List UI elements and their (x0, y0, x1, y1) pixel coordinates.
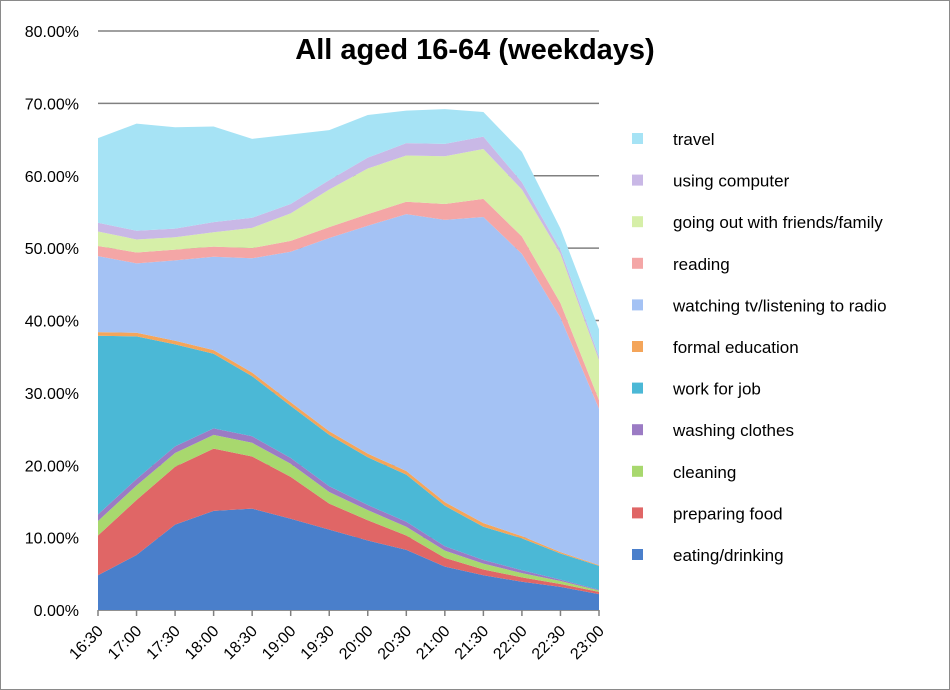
x-tick-label: 17:00 (105, 623, 145, 663)
x-tick-label: 17:30 (144, 623, 184, 663)
legend-swatch (632, 133, 643, 144)
y-tick-label: 10.00% (25, 531, 79, 548)
y-tick-label: 80.00% (25, 24, 79, 41)
legend-swatch (632, 341, 643, 352)
y-tick-label: 30.00% (25, 386, 79, 403)
legend-swatch (632, 424, 643, 436)
area-watching-tv-listening-to-radio (98, 214, 599, 566)
y-tick-label: 40.00% (25, 314, 79, 331)
legend-swatch (632, 216, 643, 228)
legend-label: reading (673, 255, 730, 274)
x-tick-label: 16:30 (66, 623, 106, 663)
y-tick-label: 50.00% (25, 241, 79, 258)
legend-label: using computer (673, 172, 790, 191)
x-tick-label: 21:00 (413, 623, 453, 663)
y-tick-label: 0.00% (34, 603, 79, 620)
x-tick-label: 22:00 (490, 623, 530, 663)
legend-label: travel (673, 130, 715, 149)
x-tick-label: 18:30 (221, 623, 261, 663)
legend-label: washing clothes (672, 421, 794, 440)
legend-swatch (632, 257, 643, 269)
x-tick-label: 22:30 (529, 623, 569, 663)
x-tick-label: 20:00 (336, 623, 376, 663)
area-work-for-job (98, 335, 599, 590)
x-tick-label: 19:00 (259, 623, 299, 663)
legend-label: going out with friends/family (673, 213, 883, 232)
legend-label: preparing food (673, 504, 783, 523)
legend-swatch (632, 174, 643, 186)
legend-label: cleaning (673, 463, 736, 482)
legend-swatch (632, 299, 643, 311)
x-tick-label: 18:00 (182, 623, 222, 663)
legend-label: work for job (672, 380, 761, 399)
legend-swatch (632, 382, 643, 394)
chart-title: All aged 16-64 (weekdays) (295, 34, 654, 66)
legend-swatch (632, 507, 643, 519)
legend-swatch (632, 465, 643, 477)
area-series-group (98, 109, 599, 610)
area-going-out-with-friends-family (98, 148, 599, 401)
y-tick-label: 60.00% (25, 169, 79, 186)
x-tick-label: 19:30 (298, 623, 338, 663)
y-axis-labels: 0.00% 10.00% 20.00% 30.00% 40.00% 50.00% 60.00… (25, 24, 79, 620)
area-preparing-food (98, 448, 599, 595)
area-reading (98, 198, 599, 409)
x-tick-label: 23:00 (567, 623, 607, 663)
area-eating-drinking (98, 508, 599, 610)
legend-label: formal education (673, 338, 799, 357)
x-axis-labels: 16:3017:0017:3018:0018:3019:0019:3020:00… (66, 610, 608, 663)
area-travel (98, 109, 599, 357)
legend-label: watching tv/listening to radio (672, 296, 887, 315)
x-tick-label: 20:30 (375, 623, 415, 663)
x-tick-label: 21:30 (452, 623, 492, 663)
legend: travel using computer going out with frien… (632, 130, 887, 565)
legend-label: eating/drinking (673, 546, 784, 565)
legend-swatch (632, 549, 643, 560)
y-tick-label: 20.00% (25, 458, 79, 475)
y-tick-label: 70.00% (25, 96, 79, 113)
